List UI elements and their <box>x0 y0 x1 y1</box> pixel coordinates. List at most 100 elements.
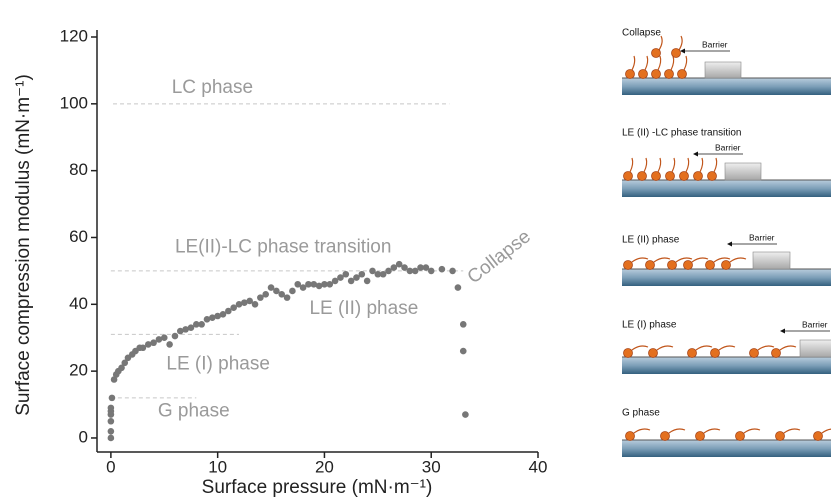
head <box>649 349 658 358</box>
tail <box>686 158 689 172</box>
head <box>624 261 633 270</box>
data-point <box>460 348 467 355</box>
barrier <box>753 252 790 269</box>
tail <box>744 429 760 433</box>
tail <box>630 158 633 172</box>
head <box>696 432 705 441</box>
head <box>665 70 674 79</box>
y-tick-label: 80 <box>69 160 88 179</box>
head <box>652 70 661 79</box>
head <box>668 261 677 270</box>
barrier-arrowhead <box>693 152 698 157</box>
data-point <box>289 288 296 295</box>
head <box>772 349 781 358</box>
head <box>626 432 635 441</box>
data-point <box>449 268 456 275</box>
x-tick-label: 10 <box>208 457 227 476</box>
tail <box>704 429 720 433</box>
tail <box>780 346 796 350</box>
head <box>624 172 633 181</box>
data-point <box>364 278 371 285</box>
data-point <box>108 435 115 442</box>
head <box>722 261 731 270</box>
annotation: LE (I) phase <box>166 353 270 374</box>
barrier-label: Barrier <box>702 39 728 49</box>
tail <box>758 346 774 350</box>
head <box>684 261 693 270</box>
y-tick-label: 100 <box>60 93 88 112</box>
data-point <box>439 266 446 273</box>
tail <box>719 346 735 350</box>
subphase <box>622 180 831 197</box>
x-tick-label: 0 <box>106 457 115 476</box>
head <box>706 261 715 270</box>
data-point <box>108 418 115 425</box>
annotation: G phase <box>158 400 230 421</box>
barrier-label: Barrier <box>749 232 775 242</box>
data-point <box>166 341 173 348</box>
tail <box>658 158 661 172</box>
tail <box>634 429 650 433</box>
tail <box>696 346 712 350</box>
barrier-label: Barrier <box>802 319 828 329</box>
data-point <box>460 321 467 328</box>
subphase <box>622 440 831 457</box>
head <box>672 49 681 58</box>
tail <box>700 158 703 172</box>
annotation: LE (II) phase <box>309 298 418 319</box>
tail <box>784 429 800 433</box>
tail <box>672 158 675 172</box>
head <box>736 432 745 441</box>
barrier <box>705 62 741 78</box>
head <box>776 432 785 441</box>
y-tick-label: 60 <box>69 227 88 246</box>
panel-title: LE (II) phase <box>622 235 680 246</box>
head <box>624 349 633 358</box>
tail <box>822 429 831 433</box>
head <box>814 432 823 441</box>
head <box>626 70 635 79</box>
tail <box>684 56 687 70</box>
x-axis-title: Surface pressure (mN·m⁻¹) <box>202 477 433 498</box>
data-point <box>462 411 469 418</box>
head <box>652 49 661 58</box>
barrier <box>800 340 831 357</box>
data-point <box>108 428 115 435</box>
barrier-arrowhead <box>780 329 785 334</box>
tail <box>692 258 708 262</box>
data-point <box>109 395 116 402</box>
subphase <box>622 269 831 286</box>
tail <box>679 36 682 50</box>
head <box>711 349 720 358</box>
tail <box>669 429 685 433</box>
data-point <box>455 284 462 291</box>
head <box>688 349 697 358</box>
annotation: LE(II)-LC phase transition <box>175 237 392 258</box>
tail <box>632 56 635 70</box>
tail <box>654 258 670 262</box>
barrier <box>725 163 761 180</box>
tail <box>644 158 647 172</box>
figure: Surface pressure (mN·m⁻¹) Surface compre… <box>0 0 831 500</box>
x-tick-label: 40 <box>529 457 548 476</box>
panel-title: Collapse <box>622 28 661 39</box>
data-point <box>252 301 259 308</box>
subphase <box>622 357 831 374</box>
y-tick-label: 0 <box>79 427 88 446</box>
tail <box>657 346 673 350</box>
panel-title: G phase <box>622 408 660 419</box>
subphase <box>622 78 831 95</box>
x-tick-label: 30 <box>422 457 441 476</box>
barrier-arrowhead <box>727 242 732 247</box>
x-tick-label: 20 <box>315 457 334 476</box>
head <box>680 172 689 181</box>
y-tick-label: 40 <box>69 294 88 313</box>
tail <box>645 56 648 70</box>
data-point <box>359 271 366 278</box>
tail <box>632 258 648 262</box>
data-point <box>262 291 269 298</box>
data-point <box>284 294 291 301</box>
head <box>652 172 661 181</box>
data-point <box>428 268 435 275</box>
